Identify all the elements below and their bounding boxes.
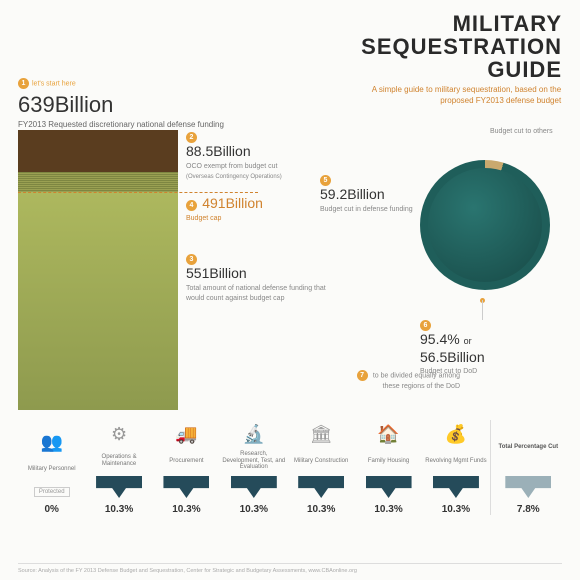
pie-chart: [420, 160, 550, 290]
callout-total-count: 3 551Billion Total amount of national de…: [186, 254, 326, 304]
departments-row: 👥 Military Personnel Protected 0% ⚙ Oper…: [18, 420, 562, 515]
down-arrow-icon: [163, 476, 209, 498]
dept-construction: 🏛 Military Construction 10.3%: [288, 420, 355, 515]
pie-inner: [428, 168, 542, 282]
badge-3: 3: [186, 254, 197, 265]
callout-cap: 4 491Billion Budget cap: [186, 195, 263, 223]
dept-research: 🔬 Research, Development, Test, and Evalu…: [220, 420, 287, 515]
segment-hatch: [18, 172, 178, 192]
main-desc: FY2013 Requested discretionary national …: [18, 120, 224, 130]
badge-5: 5: [320, 175, 331, 186]
dept-procurement: 🚚 Procurement 10.3%: [153, 420, 220, 515]
gear-icon: ⚙: [87, 420, 150, 448]
down-arrow-icon: [298, 476, 344, 498]
callout-oco: 2 88.5Billion OCO exempt from budget cut…: [186, 132, 316, 182]
main-value-block: 639Billion FY2013 Requested discretionar…: [18, 92, 224, 130]
segment-oco: [18, 130, 178, 172]
dept-housing: 🏠 Family Housing 10.3%: [355, 420, 422, 515]
badge-2: 2: [186, 132, 197, 143]
badge-1: 1: [18, 78, 29, 89]
badge-4: 4: [186, 200, 197, 211]
down-arrow-icon: [231, 476, 277, 498]
page-title: MILITARY SEQUESTRATION GUIDE: [361, 12, 562, 81]
page-subtitle: A simple guide to military sequestration…: [361, 85, 561, 106]
pie-pointer-line: [482, 300, 483, 320]
badge-7: 7: [357, 370, 368, 381]
house-icon: 🏠: [357, 420, 420, 448]
stacked-bar: [18, 130, 178, 410]
callout-cut-dod: 6 95.4% or 56.5Billion Budget cut to DoD: [420, 320, 530, 377]
main-value: 639Billion: [18, 92, 224, 118]
money-icon: 💰: [424, 420, 487, 448]
segment-body: [18, 192, 178, 410]
budget-cap-line: [18, 192, 258, 193]
dept-revolving: 💰 Revolving Mgmt Funds 10.3%: [422, 420, 489, 515]
dept-operations: ⚙ Operations & Maintenance 10.3%: [85, 420, 152, 515]
down-arrow-total-icon: [505, 476, 551, 498]
starter-hint: 1let's start here: [18, 78, 76, 89]
down-arrow-icon: [366, 476, 412, 498]
callout-divide: 7 to be divided equally among these regi…: [350, 370, 460, 392]
people-icon: 👥: [20, 428, 83, 456]
down-arrow-icon: [96, 476, 142, 498]
source-credit: Source: Analysis of the FY 2013 Defense …: [18, 563, 562, 574]
truck-icon: 🚚: [155, 420, 218, 448]
down-arrow-icon: [433, 476, 479, 498]
protected-badge: Protected: [34, 487, 70, 497]
header: MILITARY SEQUESTRATION GUIDE A simple gu…: [361, 12, 562, 106]
dept-personnel: 👥 Military Personnel Protected 0%: [18, 428, 85, 515]
callout-cut-defense: 5 59.2Billion Budget cut in defense fund…: [320, 175, 430, 214]
pie-label-others: Budget cut to others: [490, 128, 560, 135]
badge-6: 6: [420, 320, 431, 331]
building-icon: 🏛: [290, 420, 353, 448]
dept-total: Total Percentage Cut 7.8%: [490, 420, 562, 515]
microscope-icon: 🔬: [222, 420, 285, 448]
